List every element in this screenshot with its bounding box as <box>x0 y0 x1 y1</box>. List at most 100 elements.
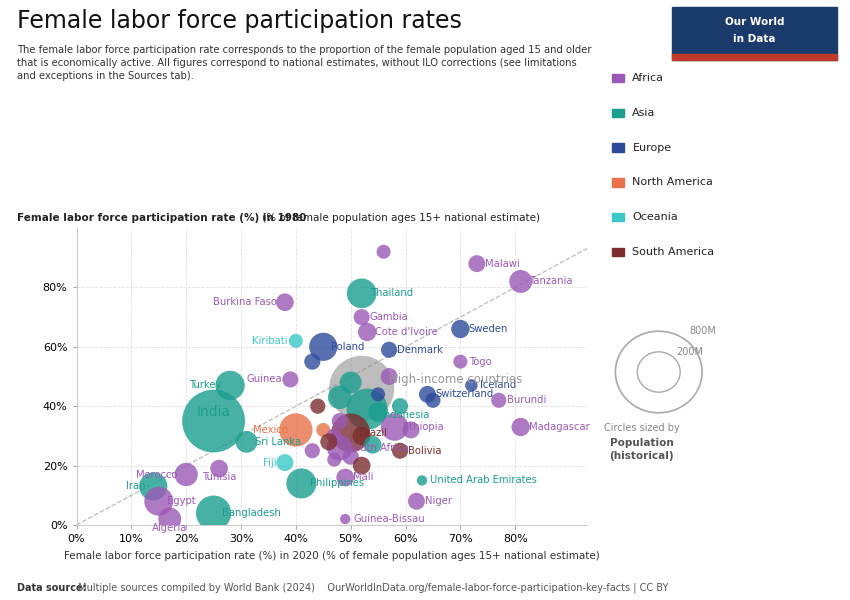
Text: Bangladesh: Bangladesh <box>222 508 280 518</box>
Text: Philippines: Philippines <box>309 478 364 488</box>
Point <box>354 431 368 440</box>
Point <box>354 289 368 298</box>
Point <box>354 312 368 322</box>
Text: 200M: 200M <box>677 347 704 357</box>
Point <box>454 357 468 367</box>
Text: India: India <box>196 405 230 419</box>
Point <box>327 431 341 440</box>
Point <box>394 446 407 455</box>
Point <box>388 422 401 432</box>
Point <box>377 247 390 257</box>
Point <box>240 437 253 446</box>
Text: Tunisia: Tunisia <box>202 472 236 482</box>
Point <box>470 259 484 268</box>
Text: Burundi: Burundi <box>507 395 547 405</box>
Text: Kiribati: Kiribati <box>252 336 287 346</box>
Text: South Africa: South Africa <box>348 443 409 453</box>
Point <box>305 357 319 367</box>
Point <box>354 461 368 470</box>
Text: Iceland: Iceland <box>479 380 516 391</box>
Point <box>284 374 298 384</box>
Point <box>305 446 319 455</box>
Text: Europe: Europe <box>632 143 672 152</box>
Point <box>344 377 358 387</box>
Point <box>514 277 528 286</box>
Text: Togo: Togo <box>468 356 491 367</box>
Point <box>207 416 220 426</box>
Point <box>278 458 292 467</box>
Text: Bolivia: Bolivia <box>408 446 442 456</box>
Text: Circles sized by: Circles sized by <box>604 423 680 433</box>
Text: (% of female population ages 15+ national estimate): (% of female population ages 15+ nationa… <box>258 213 540 223</box>
Point <box>405 425 418 435</box>
Text: Ethiopia: Ethiopia <box>403 422 444 432</box>
Point <box>146 482 160 491</box>
Text: Sri Lanka: Sri Lanka <box>255 437 301 447</box>
Text: 800M: 800M <box>689 326 717 336</box>
Point <box>354 383 368 393</box>
Text: Niger: Niger <box>425 496 451 506</box>
Text: Madagascar: Madagascar <box>529 422 590 432</box>
Text: Multiple sources compiled by World Bank (2024)    OurWorldInData.org/female-labo: Multiple sources compiled by World Bank … <box>75 582 668 593</box>
Text: Burkina Faso: Burkina Faso <box>212 297 276 307</box>
Point <box>371 389 385 399</box>
Text: Asia: Asia <box>632 108 655 118</box>
Text: Poland: Poland <box>332 342 365 352</box>
Text: Africa: Africa <box>632 73 665 83</box>
Point <box>224 380 237 390</box>
Text: Denmark: Denmark <box>397 345 443 355</box>
Point <box>295 479 309 488</box>
Text: Turkey: Turkey <box>190 380 222 391</box>
Text: United Arab Emirates: United Arab Emirates <box>430 475 537 485</box>
Text: Cote d'Ivoire: Cote d'Ivoire <box>376 327 439 337</box>
Text: High-income countries: High-income countries <box>389 373 523 386</box>
X-axis label: Female labor force participation rate (%) in 2020 (% of female population ages 1: Female labor force participation rate (%… <box>64 551 599 561</box>
Point <box>327 455 341 464</box>
Point <box>514 422 528 432</box>
Text: in Data: in Data <box>733 34 775 44</box>
Text: Algeria: Algeria <box>152 523 187 533</box>
Text: Guinea-Bissau: Guinea-Bissau <box>354 514 425 524</box>
Text: Population: Population <box>609 438 673 448</box>
Point <box>344 428 358 438</box>
Text: Data source:: Data source: <box>17 583 87 593</box>
Point <box>311 401 325 411</box>
Point <box>426 395 439 405</box>
Point <box>382 345 396 355</box>
Text: Oceania: Oceania <box>632 212 678 222</box>
Text: Female labor force participation rates: Female labor force participation rates <box>17 9 462 33</box>
Text: Gambia: Gambia <box>370 312 409 322</box>
Point <box>410 496 423 506</box>
Text: Guinea: Guinea <box>246 374 282 385</box>
Text: North America: North America <box>632 178 713 187</box>
Point <box>163 514 177 524</box>
Text: Female labor force participation rate (%) in 1980: Female labor force participation rate (%… <box>17 213 306 223</box>
Text: South America: South America <box>632 247 715 257</box>
Text: Indonesia: Indonesia <box>381 410 429 420</box>
Point <box>394 401 407 411</box>
Point <box>344 452 358 461</box>
Point <box>207 508 220 518</box>
Point <box>179 470 193 479</box>
Point <box>322 437 336 446</box>
Point <box>212 464 226 473</box>
Text: Egypt: Egypt <box>167 496 196 506</box>
Point <box>421 389 434 399</box>
Text: Tanzania: Tanzania <box>529 277 572 286</box>
Point <box>415 476 428 485</box>
Point <box>338 514 352 524</box>
Point <box>152 496 166 506</box>
Point <box>338 473 352 482</box>
Text: The female labor force participation rate corresponds to the proportion of the f: The female labor force participation rat… <box>17 45 592 82</box>
Point <box>316 342 330 352</box>
Point <box>382 371 396 382</box>
Text: Iran: Iran <box>126 481 145 491</box>
Point <box>360 404 374 414</box>
Point <box>360 327 374 337</box>
Text: Brazil: Brazil <box>359 428 387 438</box>
Point <box>371 407 385 417</box>
Point <box>289 336 303 346</box>
Text: Switzerland: Switzerland <box>436 389 494 400</box>
Text: Our World: Our World <box>724 17 784 27</box>
Point <box>492 395 506 405</box>
